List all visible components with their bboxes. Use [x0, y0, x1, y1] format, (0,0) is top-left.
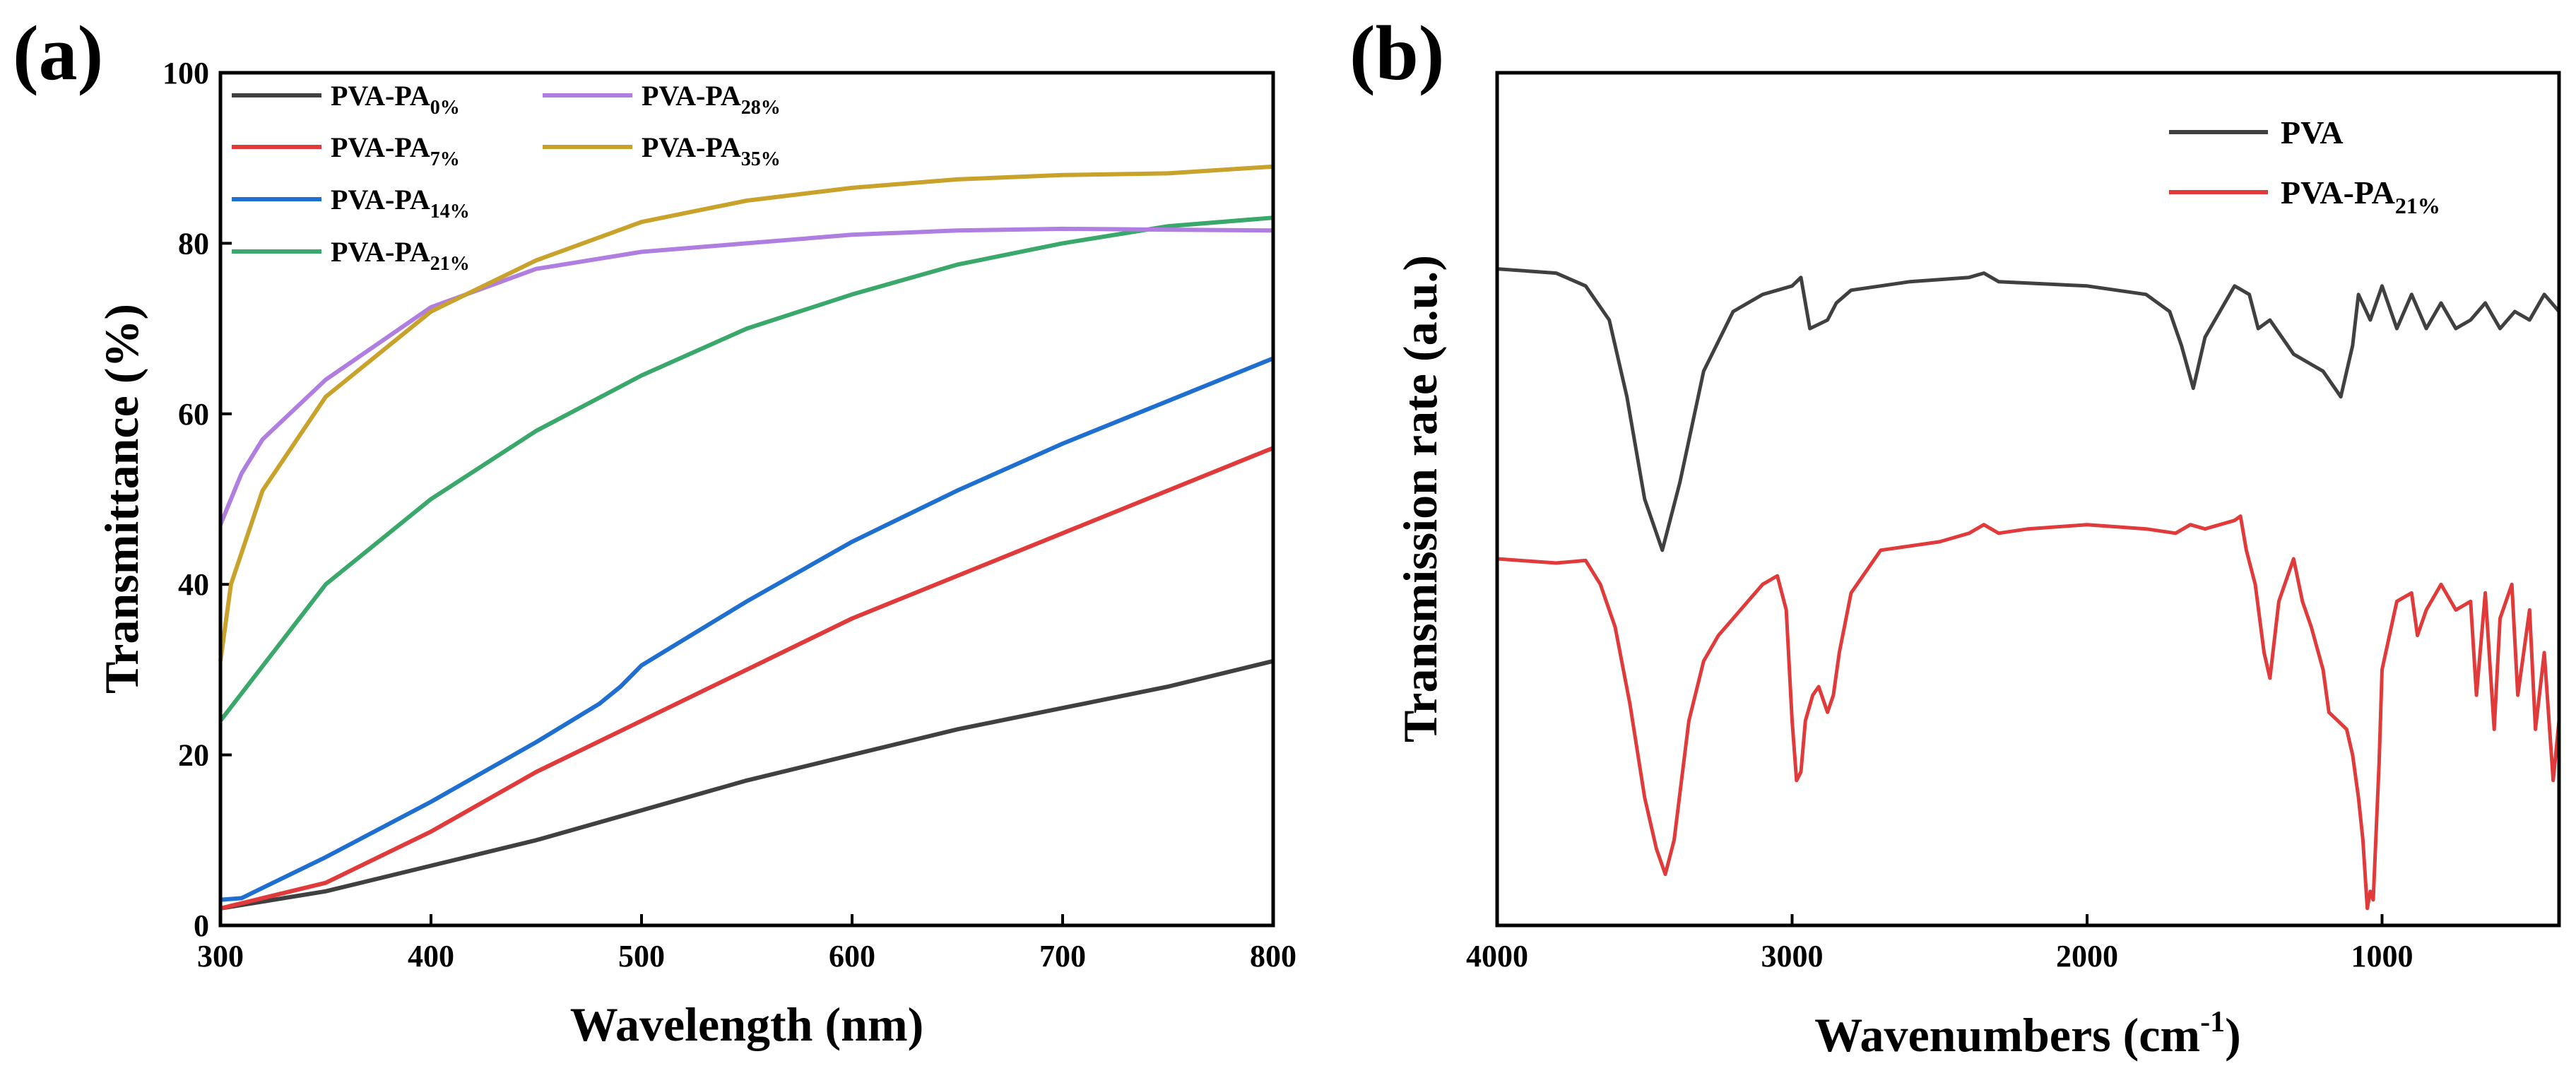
panel-a-xtick-label: 800 [1250, 939, 1296, 973]
panel-a-series-line-28pct [218, 226, 1274, 526]
legend-item-pva-pa-7: PVA-PA7% [232, 131, 460, 170]
panel-b-xtick-label: 2000 [2056, 939, 2118, 973]
legend-label-pva: PVA [2281, 114, 2344, 150]
panel-a-legend: PVA-PA0% PVA-PA7% PVA-PA14% PVA-PA21% PV… [232, 80, 781, 275]
panel-a-label: (a) [13, 10, 103, 96]
legend-label-pva-pa-0: PVA-PA0% [331, 80, 460, 119]
panel-b-series-line-pva-pa-21pct [1496, 514, 2561, 911]
panel-a-xtick-label: 500 [618, 939, 665, 973]
panel-a-series-line-7pct [220, 446, 1275, 911]
legend-item-pva: PVA [2169, 114, 2344, 150]
panel-a-plot-frame [218, 71, 1275, 928]
panel-a-series [218, 164, 1275, 911]
panel-b-plot-frame [1495, 71, 2561, 928]
panel-b-xlabel: Wavenumbers (cm-1) [1814, 1006, 2240, 1062]
panel-b-xtick-label: 3000 [1761, 939, 1824, 973]
panel-a-ytick-label: 40 [178, 567, 209, 602]
panel-b-ylabel: Transmission rate (a.u.) [1393, 255, 1447, 742]
panel-b-xtick-label: 4000 [1466, 939, 1528, 973]
legend-label-pva-pa-28: PVA-PA28% [642, 80, 781, 119]
panel-b: (b) 4000 3000 2000 1000 Wavenumbers (cm-1) … [1349, 10, 2561, 1062]
legend-label-pva-pa-14: PVA-PA14% [331, 184, 470, 223]
legend-item-pva-pa-35: PVA-PA35% [543, 131, 781, 170]
panel-a-series-line-14pct [220, 356, 1275, 902]
panel-b-legend: PVA PVA-PA21% [2169, 114, 2440, 218]
panel-a-xtick-label: 700 [1039, 939, 1086, 973]
panel-a-series-line-0pct [220, 658, 1274, 911]
panel-b-label: (b) [1349, 10, 1444, 96]
legend-item-pva-pa-14: PVA-PA14% [232, 184, 470, 223]
panel-a-ytick-label: 100 [163, 56, 209, 90]
panel-a: (a) 300 400 500 600 700 800 0 20 40 60 80 100 Wavel… [13, 10, 1296, 1051]
panel-a-xtick-label: 400 [408, 939, 454, 973]
panel-a-ytick-label: 60 [178, 397, 209, 432]
panel-b-series [1496, 267, 2561, 911]
panel-a-xlabel: Wavelength (nm) [570, 997, 924, 1051]
panel-a-ylabel: Transmittance (%) [95, 304, 148, 694]
legend-item-pva-pa-21: PVA-PA21% [232, 236, 470, 275]
panel-b-series-line-pva [1496, 267, 2560, 552]
panel-a-ytick-label: 0 [194, 908, 209, 943]
legend-label-pva-pa-21: PVA-PA21% [331, 236, 470, 275]
panel-a-series-line-35pct [218, 164, 1274, 662]
legend-item-pva-pa-0: PVA-PA0% [232, 80, 460, 119]
panel-a-ticks: 300 400 500 600 700 800 0 20 40 60 80 100 [163, 56, 1296, 973]
panel-b-xtick-label: 1000 [2351, 939, 2413, 973]
panel-b-ticks: 4000 3000 2000 1000 [1466, 914, 2413, 973]
legend-label-pva-pa-21-b: PVA-PA21% [2281, 174, 2440, 218]
legend-item-pva-pa-21-b: PVA-PA21% [2169, 174, 2440, 218]
legend-label-pva-pa-35: PVA-PA35% [642, 131, 781, 170]
legend-item-pva-pa-28: PVA-PA28% [543, 80, 781, 119]
panel-a-xtick-label: 300 [197, 939, 244, 973]
panel-a-xtick-label: 600 [829, 939, 875, 973]
panel-a-series-line-21pct [218, 215, 1274, 723]
panel-a-ytick-label: 80 [178, 226, 209, 261]
panel-a-ytick-label: 20 [178, 738, 209, 773]
legend-label-pva-pa-7: PVA-PA7% [331, 131, 460, 170]
